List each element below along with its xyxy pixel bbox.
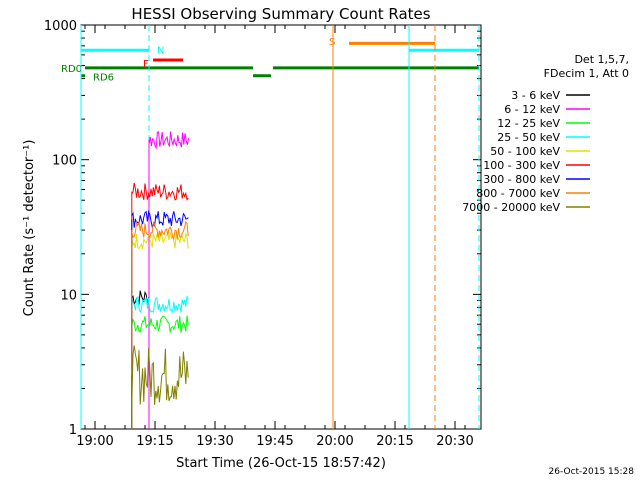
series-line [148, 131, 190, 150]
legend-label: 3 - 6 keV [511, 89, 560, 102]
chart-title: HESSI Observing Summary Count Rates [131, 5, 430, 23]
x-axis-label: Start Time (26-Oct-15 18:57:42) [176, 456, 386, 471]
legend-label: 100 - 300 keV [483, 159, 560, 172]
series-1 [148, 131, 190, 429]
flag-label: RD0 [61, 64, 82, 75]
y-axis-label: Count Rate (s⁻¹ detector⁻¹) [22, 140, 37, 317]
x-tick-label: 19:45 [256, 434, 293, 449]
series-layer [131, 131, 190, 429]
flag-label: F [143, 59, 149, 70]
x-tick-label: 20:30 [436, 434, 473, 449]
legend-label: 12 - 25 keV [497, 117, 560, 130]
y-tick-label: 1000 [44, 19, 77, 34]
flag-layer: NF RD0 RD6 S [61, 37, 479, 83]
series-2 [131, 315, 189, 429]
series-8 [131, 345, 189, 429]
series-line [131, 220, 189, 241]
series-line [131, 295, 189, 314]
x-tick-label: 19:30 [196, 434, 233, 449]
legend-header-2: FDecim 1, Att 0 [544, 67, 629, 80]
x-tick-label: 20:15 [376, 434, 413, 449]
flag-label: N [157, 45, 164, 56]
x-tick-label: 20:00 [316, 434, 353, 449]
flag-label: S [329, 37, 335, 48]
x-tick-label: 19:00 [76, 434, 113, 449]
footer-timestamp: 26-Oct-2015 15:28 [549, 467, 635, 477]
legend-label: 25 - 50 keV [497, 131, 560, 144]
legend-label: 800 - 7000 keV [476, 187, 560, 200]
flag-label: RD6 [93, 72, 114, 83]
series-line [131, 182, 189, 201]
y-tick-label: 100 [52, 154, 77, 169]
series-line [131, 345, 189, 406]
y-tick-label: 1 [69, 423, 77, 438]
legend-label: 6 - 12 keV [504, 103, 560, 116]
series-line [131, 209, 189, 229]
legend-label: 50 - 100 keV [490, 145, 560, 158]
y-tick-label: 10 [60, 288, 77, 303]
legend-label: 7000 - 20000 keV [462, 201, 560, 214]
series-line [131, 290, 150, 306]
legend-label: 300 - 800 keV [483, 173, 560, 186]
x-tick-label: 19:15 [136, 434, 173, 449]
axes: 19:00 19:15 19:30 19:45 20:00 20:15 20:30 1 10 10… [44, 19, 482, 449]
series-line [131, 315, 189, 333]
legend-header-1: Det 1,5,7, [574, 53, 629, 66]
series-line [131, 231, 189, 250]
